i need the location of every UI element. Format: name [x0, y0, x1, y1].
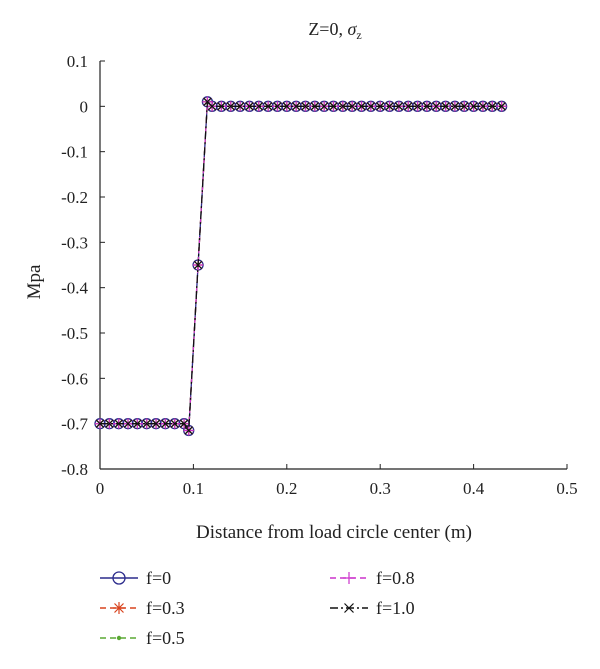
legend-label: f=1.0: [376, 598, 415, 618]
series-line: [100, 100, 502, 433]
y-tick-label: -0.1: [61, 143, 88, 162]
x-tick-label: 0.2: [276, 479, 297, 498]
data-point: [193, 260, 203, 270]
data-point: [450, 102, 460, 111]
y-tick-label: -0.6: [61, 369, 88, 388]
data-point: [348, 102, 357, 111]
data-point: [113, 602, 125, 614]
data-point: [329, 102, 338, 111]
legend-label: f=0.3: [146, 598, 185, 618]
y-axis-title: Mpa: [24, 264, 45, 299]
data-point: [116, 635, 122, 641]
data-point: [235, 102, 245, 111]
y-tick-label: -0.5: [61, 324, 88, 343]
data-point: [114, 419, 123, 428]
data-point: [226, 102, 235, 111]
data-point: [105, 419, 114, 428]
x-tick-label: 0: [96, 479, 105, 498]
data-point: [376, 102, 385, 111]
x-tick-label: 0.4: [463, 479, 485, 498]
y-tick-label: 0: [80, 97, 89, 116]
series-lines: [94, 96, 508, 437]
data-point: [394, 102, 404, 111]
legend-item: f=0: [100, 568, 171, 588]
data-point: [282, 102, 291, 111]
data-point: [357, 102, 366, 111]
data-point: [310, 102, 319, 111]
data-point: [301, 102, 310, 111]
x-axis-title: Distance from load circle center (m): [196, 522, 472, 543]
data-point: [343, 572, 355, 584]
x-tick-label: 0.5: [556, 479, 577, 498]
legend-label: f=0: [146, 568, 171, 588]
data-point: [366, 102, 376, 111]
y-tick-label: -0.8: [61, 460, 88, 479]
tick-labels: 0 0.1 0.2 0.3 0.4 0.5 0.1 0 -0.1 -0.2 -0.3 -0.4 -0.5…: [61, 52, 578, 498]
series-line: [100, 100, 502, 433]
y-tick-label: -0.3: [61, 233, 88, 252]
series-f-0-3: [95, 96, 507, 436]
y-tick-label: -0.2: [61, 188, 88, 207]
y-tick-label: -0.4: [61, 279, 88, 298]
data-point: [123, 419, 133, 428]
series-line: [100, 100, 502, 433]
series-line: [100, 100, 502, 433]
data-point: [179, 419, 189, 428]
data-point: [263, 102, 273, 111]
data-point: [338, 102, 348, 111]
x-tick-label: 0.1: [183, 479, 204, 498]
data-point: [432, 102, 441, 111]
axes: [99, 60, 568, 470]
legend-item: f=0.5: [100, 628, 185, 648]
data-point: [413, 102, 422, 111]
legend: f=0 f=0.3 f=0.5 f=0.8 f=1.0: [100, 568, 415, 648]
data-point: [245, 102, 254, 111]
series-line: [100, 100, 502, 433]
data-point: [133, 419, 142, 428]
series-f-1-0: [95, 97, 506, 435]
data-point: [385, 102, 394, 111]
data-point: [170, 419, 179, 428]
data-point: [422, 102, 432, 111]
data-point: [319, 102, 329, 111]
legend-item: f=0.3: [100, 598, 185, 618]
legend-item: f=1.0: [330, 598, 415, 618]
legend-label: f=0.5: [146, 628, 185, 648]
data-point: [404, 102, 413, 111]
series-f-0: [94, 96, 508, 437]
chart-title-subscript: z: [356, 28, 361, 42]
data-point: [497, 102, 506, 111]
data-point: [469, 102, 478, 111]
data-point: [142, 419, 151, 428]
data-point: [207, 102, 217, 111]
chart-title-main: Z=0,: [308, 19, 347, 39]
legend-item: f=0.8: [330, 568, 415, 588]
data-point: [217, 102, 226, 111]
data-point: [184, 426, 193, 435]
data-point: [161, 419, 170, 428]
data-point: [151, 419, 161, 428]
data-point: [488, 102, 497, 111]
data-point: [273, 102, 282, 111]
data-point: [254, 102, 263, 111]
y-tick-label: 0.1: [67, 52, 88, 71]
x-tick-label: 0.3: [370, 479, 391, 498]
data-point: [291, 102, 301, 111]
data-point: [441, 102, 450, 111]
legend-label: f=0.8: [376, 568, 415, 588]
data-point: [112, 571, 126, 585]
chart-title-symbol: σ: [347, 19, 357, 39]
data-point: [344, 603, 354, 613]
series-f-0-8: [95, 96, 507, 436]
chart-title: Z=0, σz: [308, 19, 361, 42]
y-tick-label: -0.7: [61, 415, 88, 434]
data-point: [460, 102, 469, 111]
data-point: [95, 419, 105, 428]
series-f-0-5: [97, 99, 504, 433]
data-point: [478, 102, 488, 111]
